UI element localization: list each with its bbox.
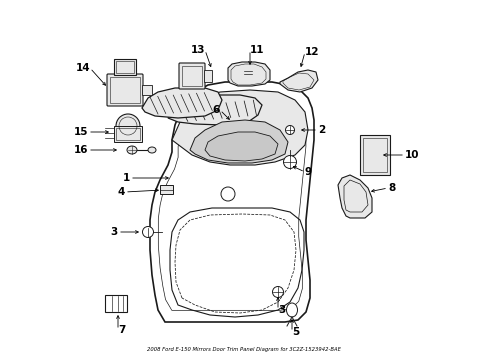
Text: 10: 10 xyxy=(404,150,419,160)
Text: 5: 5 xyxy=(291,327,299,337)
Text: 16: 16 xyxy=(73,145,88,155)
FancyBboxPatch shape xyxy=(107,74,142,106)
Text: 3: 3 xyxy=(110,227,118,237)
Text: 2: 2 xyxy=(317,125,325,135)
Polygon shape xyxy=(172,90,307,165)
FancyBboxPatch shape xyxy=(203,70,212,82)
Polygon shape xyxy=(227,62,269,86)
Text: 8: 8 xyxy=(387,183,394,193)
Circle shape xyxy=(272,287,283,297)
Circle shape xyxy=(116,114,140,138)
Text: 14: 14 xyxy=(75,63,90,73)
Text: 4: 4 xyxy=(118,187,125,197)
Ellipse shape xyxy=(148,147,156,153)
FancyBboxPatch shape xyxy=(160,185,173,194)
Text: 3: 3 xyxy=(278,305,285,315)
Polygon shape xyxy=(280,70,317,92)
Text: 15: 15 xyxy=(73,127,88,137)
Polygon shape xyxy=(142,88,222,118)
Polygon shape xyxy=(337,175,371,218)
Ellipse shape xyxy=(286,303,297,317)
Polygon shape xyxy=(168,95,262,125)
Polygon shape xyxy=(190,120,287,163)
Text: 2008 Ford E-150 Mirrors Door Trim Panel Diagram for 3C2Z-1523942-BAE: 2008 Ford E-150 Mirrors Door Trim Panel … xyxy=(147,347,340,352)
Text: 6: 6 xyxy=(212,105,220,115)
FancyBboxPatch shape xyxy=(114,59,136,75)
Circle shape xyxy=(142,226,153,238)
Ellipse shape xyxy=(127,146,137,154)
Text: 11: 11 xyxy=(249,45,264,55)
Polygon shape xyxy=(204,132,278,161)
Text: 9: 9 xyxy=(305,167,311,177)
Circle shape xyxy=(283,156,296,168)
FancyBboxPatch shape xyxy=(114,126,142,142)
Polygon shape xyxy=(150,82,313,322)
Text: 13: 13 xyxy=(190,45,204,55)
FancyBboxPatch shape xyxy=(142,85,152,95)
Text: 12: 12 xyxy=(305,47,319,57)
FancyBboxPatch shape xyxy=(179,63,204,89)
FancyBboxPatch shape xyxy=(359,135,389,175)
Text: 1: 1 xyxy=(122,173,130,183)
Circle shape xyxy=(285,126,294,135)
Text: 7: 7 xyxy=(118,325,125,335)
FancyBboxPatch shape xyxy=(105,295,127,312)
